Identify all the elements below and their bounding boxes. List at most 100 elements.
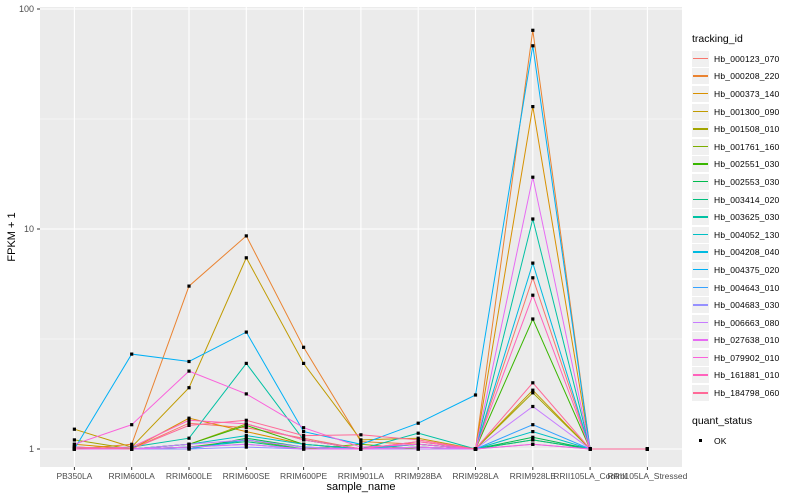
data-point[interactable]: [244, 440, 248, 444]
data-point[interactable]: [244, 392, 248, 396]
data-point[interactable]: [187, 369, 191, 373]
data-point[interactable]: [187, 447, 191, 451]
data-point[interactable]: [531, 175, 535, 179]
legend-item-Hb_004683_030[interactable]: Hb_004683_030: [692, 296, 798, 314]
data-point[interactable]: [244, 438, 248, 442]
data-point[interactable]: [302, 445, 306, 449]
data-point[interactable]: [531, 442, 535, 446]
data-point[interactable]: [187, 284, 191, 288]
data-point[interactable]: [359, 433, 363, 437]
data-point[interactable]: [244, 442, 248, 446]
data-point[interactable]: [187, 421, 191, 425]
data-point[interactable]: [531, 261, 535, 265]
data-point[interactable]: [72, 442, 76, 446]
legend-item-Hb_004375_020[interactable]: Hb_004375_020: [692, 261, 798, 279]
data-point[interactable]: [531, 44, 535, 48]
data-point[interactable]: [187, 416, 191, 420]
legend-item-Hb_079902_010[interactable]: Hb_079902_010: [692, 349, 798, 367]
legend-item-Hb_004208_040[interactable]: Hb_004208_040: [692, 244, 798, 262]
data-point[interactable]: [588, 447, 592, 451]
data-point[interactable]: [416, 440, 420, 444]
data-point[interactable]: [531, 430, 535, 434]
data-point[interactable]: [187, 418, 191, 422]
data-point[interactable]: [531, 276, 535, 280]
data-point[interactable]: [531, 381, 535, 385]
data-point[interactable]: [130, 445, 134, 449]
legend-item-Hb_001300_090[interactable]: Hb_001300_090: [692, 103, 798, 121]
data-point[interactable]: [302, 436, 306, 440]
data-point[interactable]: [302, 430, 306, 434]
data-point[interactable]: [302, 438, 306, 442]
legend-item-Hb_003414_020[interactable]: Hb_003414_020: [692, 191, 798, 209]
data-point[interactable]: [187, 423, 191, 427]
data-point[interactable]: [473, 393, 478, 397]
legend-item-Hb_000123_070[interactable]: Hb_000123_070: [692, 50, 798, 68]
data-point[interactable]: [244, 422, 248, 426]
data-point[interactable]: [244, 418, 248, 422]
data-point[interactable]: [359, 447, 363, 451]
data-point[interactable]: [130, 442, 134, 446]
legend-item-Hb_002551_030[interactable]: Hb_002551_030: [692, 156, 798, 174]
legend-item-Hb_001761_160[interactable]: Hb_001761_160: [692, 138, 798, 156]
data-point[interactable]: [72, 427, 76, 431]
data-point[interactable]: [531, 105, 535, 109]
data-point[interactable]: [244, 434, 248, 438]
legend-item-Hb_000373_140[interactable]: Hb_000373_140: [692, 85, 798, 103]
data-point[interactable]: [531, 438, 535, 442]
data-point[interactable]: [359, 442, 363, 446]
data-point[interactable]: [416, 421, 420, 425]
data-point[interactable]: [302, 426, 306, 430]
data-point[interactable]: [244, 430, 248, 434]
data-point[interactable]: [359, 445, 363, 449]
data-point[interactable]: [416, 447, 420, 451]
data-point[interactable]: [531, 404, 535, 409]
legend-item-Hb_000208_220[interactable]: Hb_000208_220: [692, 68, 798, 86]
data-point[interactable]: [72, 445, 76, 449]
legend-item-Hb_002553_030[interactable]: Hb_002553_030: [692, 173, 798, 191]
legend-item-Hb_161881_010[interactable]: Hb_161881_010: [692, 367, 798, 385]
data-point[interactable]: [416, 431, 420, 435]
data-point[interactable]: [130, 447, 134, 451]
data-point[interactable]: [130, 423, 134, 427]
data-point[interactable]: [72, 447, 76, 451]
data-point[interactable]: [531, 217, 535, 221]
data-point[interactable]: [473, 447, 478, 451]
data-point[interactable]: [244, 256, 248, 260]
data-point[interactable]: [187, 386, 191, 390]
data-point[interactable]: [531, 293, 535, 297]
legend-item-Hb_027638_010[interactable]: Hb_027638_010: [692, 332, 798, 350]
data-point[interactable]: [531, 391, 535, 395]
data-point[interactable]: [531, 28, 535, 32]
data-point[interactable]: [302, 345, 306, 349]
data-point[interactable]: [531, 388, 535, 392]
data-point[interactable]: [416, 436, 420, 440]
data-point[interactable]: [72, 438, 76, 442]
legend-item-ok[interactable]: OK: [692, 432, 798, 450]
data-point[interactable]: [244, 361, 248, 365]
data-point[interactable]: [187, 359, 191, 364]
data-point[interactable]: [531, 423, 535, 427]
legend-item-Hb_004052_130[interactable]: Hb_004052_130: [692, 226, 798, 244]
data-point[interactable]: [416, 442, 420, 446]
data-point[interactable]: [359, 438, 363, 442]
data-point[interactable]: [244, 234, 248, 238]
data-point[interactable]: [187, 436, 191, 440]
data-point[interactable]: [244, 436, 248, 440]
data-point[interactable]: [359, 440, 363, 444]
data-point[interactable]: [302, 442, 306, 446]
legend-item-Hb_004643_010[interactable]: Hb_004643_010: [692, 279, 798, 297]
data-point[interactable]: [187, 445, 191, 449]
data-point[interactable]: [187, 442, 191, 446]
legend-item-Hb_184798_060[interactable]: Hb_184798_060: [692, 384, 798, 402]
data-point[interactable]: [130, 352, 134, 356]
data-point[interactable]: [416, 438, 420, 442]
data-point[interactable]: [645, 447, 649, 451]
data-point[interactable]: [244, 445, 248, 449]
legend-item-Hb_001508_010[interactable]: Hb_001508_010: [692, 120, 798, 138]
data-point[interactable]: [302, 434, 306, 438]
data-point[interactable]: [302, 447, 306, 451]
data-point[interactable]: [302, 361, 306, 365]
legend-item-Hb_003625_030[interactable]: Hb_003625_030: [692, 208, 798, 226]
data-point[interactable]: [244, 426, 248, 430]
data-point[interactable]: [531, 317, 535, 321]
